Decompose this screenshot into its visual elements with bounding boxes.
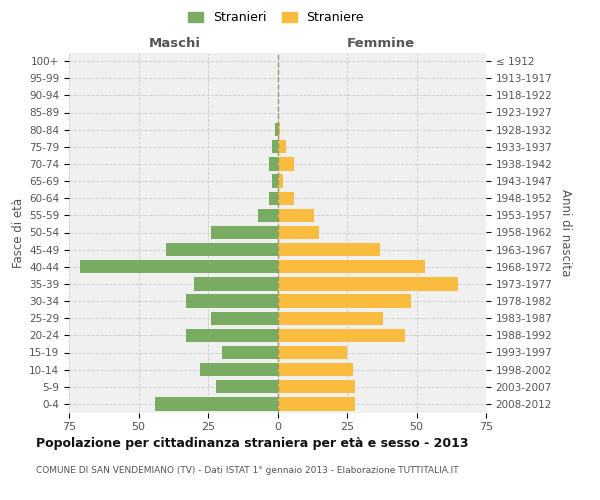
Bar: [166, 243, 277, 256]
Bar: [277, 277, 458, 290]
Bar: [194, 277, 277, 290]
Bar: [277, 140, 286, 153]
Bar: [277, 260, 425, 274]
Bar: [186, 294, 277, 308]
Bar: [222, 346, 277, 359]
Bar: [217, 380, 277, 394]
Text: COMUNE DI SAN VENDEMIANO (TV) - Dati ISTAT 1° gennaio 2013 - Elaborazione TUTTIT: COMUNE DI SAN VENDEMIANO (TV) - Dati IST…: [36, 466, 458, 475]
Bar: [277, 123, 280, 136]
Bar: [277, 226, 319, 239]
Bar: [277, 346, 347, 359]
Bar: [200, 363, 277, 376]
Bar: [272, 174, 277, 188]
Bar: [269, 157, 277, 170]
Legend: Stranieri, Straniere: Stranieri, Straniere: [183, 6, 369, 29]
Bar: [277, 397, 355, 410]
Y-axis label: Anni di nascita: Anni di nascita: [559, 189, 572, 276]
Bar: [277, 243, 380, 256]
Text: Popolazione per cittadinanza straniera per età e sesso - 2013: Popolazione per cittadinanza straniera p…: [36, 438, 469, 450]
Bar: [277, 363, 353, 376]
Bar: [275, 123, 277, 136]
Bar: [277, 380, 355, 394]
Bar: [186, 328, 277, 342]
Bar: [277, 294, 411, 308]
Bar: [258, 208, 277, 222]
Y-axis label: Fasce di età: Fasce di età: [12, 198, 25, 268]
Bar: [272, 140, 277, 153]
Text: Femmine: Femmine: [346, 37, 415, 50]
Bar: [277, 312, 383, 325]
Text: Maschi: Maschi: [149, 37, 200, 50]
Bar: [211, 226, 277, 239]
Bar: [277, 192, 294, 205]
Bar: [80, 260, 277, 274]
Bar: [155, 397, 277, 410]
Bar: [269, 192, 277, 205]
Bar: [211, 312, 277, 325]
Bar: [277, 208, 314, 222]
Bar: [277, 157, 294, 170]
Bar: [277, 328, 406, 342]
Bar: [277, 174, 283, 188]
